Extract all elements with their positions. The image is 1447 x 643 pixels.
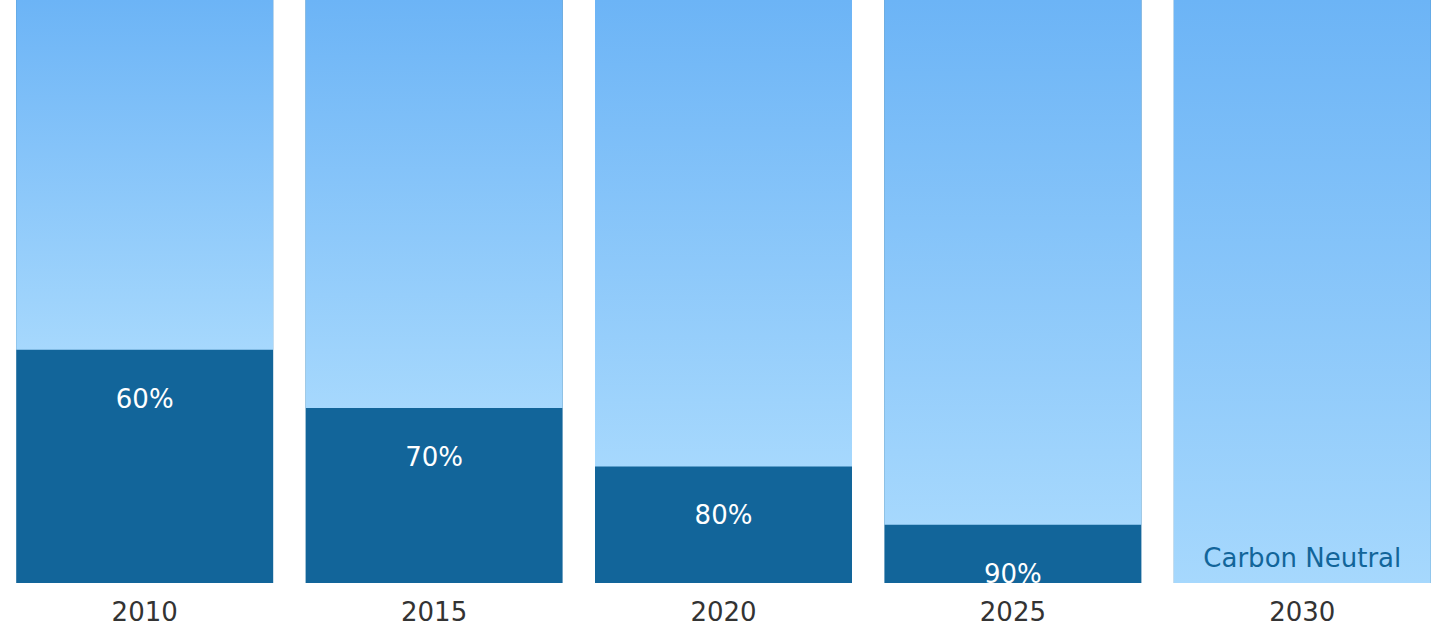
- svg-text:2020: 2020: [690, 597, 756, 627]
- svg-text:90%: 90%: [984, 559, 1042, 589]
- svg-text:60%: 60%: [116, 384, 174, 414]
- svg-text:2010: 2010: [112, 597, 178, 627]
- svg-text:80%: 80%: [695, 500, 753, 530]
- svg-text:2015: 2015: [401, 597, 467, 627]
- svg-text:Carbon Neutral: Carbon Neutral: [1203, 543, 1401, 573]
- svg-text:2025: 2025: [980, 597, 1046, 627]
- svg-text:70%: 70%: [405, 442, 463, 472]
- svg-text:2030: 2030: [1269, 597, 1335, 627]
